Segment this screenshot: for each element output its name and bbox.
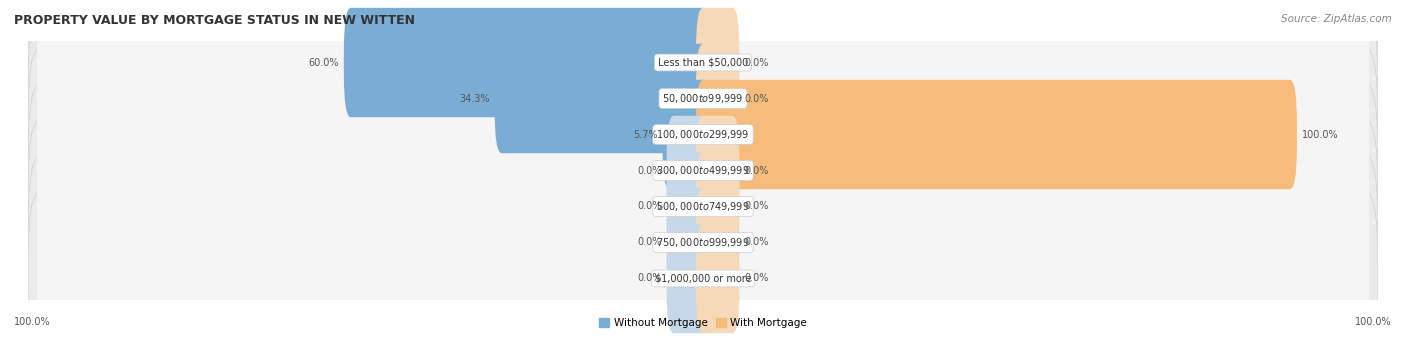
FancyBboxPatch shape: [696, 116, 740, 225]
FancyBboxPatch shape: [28, 120, 1378, 293]
FancyBboxPatch shape: [37, 210, 1369, 341]
Text: 0.0%: 0.0%: [744, 202, 769, 211]
Text: Less than $50,000: Less than $50,000: [658, 58, 748, 68]
FancyBboxPatch shape: [28, 12, 1378, 185]
Text: 100.0%: 100.0%: [1355, 317, 1392, 327]
Text: 0.0%: 0.0%: [637, 237, 662, 248]
FancyBboxPatch shape: [696, 188, 740, 297]
FancyBboxPatch shape: [37, 175, 1369, 311]
Text: $1,000,000 or more: $1,000,000 or more: [655, 273, 751, 283]
Text: 0.0%: 0.0%: [744, 93, 769, 104]
FancyBboxPatch shape: [28, 192, 1378, 341]
Text: 0.0%: 0.0%: [744, 237, 769, 248]
FancyBboxPatch shape: [37, 66, 1369, 203]
FancyBboxPatch shape: [666, 116, 710, 225]
Text: 0.0%: 0.0%: [744, 273, 769, 283]
FancyBboxPatch shape: [37, 30, 1369, 166]
FancyBboxPatch shape: [696, 152, 740, 261]
Text: PROPERTY VALUE BY MORTGAGE STATUS IN NEW WITTEN: PROPERTY VALUE BY MORTGAGE STATUS IN NEW…: [14, 14, 415, 27]
FancyBboxPatch shape: [696, 224, 740, 333]
Text: $50,000 to $99,999: $50,000 to $99,999: [662, 92, 744, 105]
FancyBboxPatch shape: [666, 224, 710, 333]
FancyBboxPatch shape: [37, 138, 1369, 275]
FancyBboxPatch shape: [28, 48, 1378, 221]
Text: 0.0%: 0.0%: [744, 58, 769, 68]
Text: 5.7%: 5.7%: [633, 130, 658, 139]
Text: $300,000 to $499,999: $300,000 to $499,999: [657, 164, 749, 177]
Text: 60.0%: 60.0%: [309, 58, 339, 68]
Text: $500,000 to $749,999: $500,000 to $749,999: [657, 200, 749, 213]
Text: 0.0%: 0.0%: [637, 165, 662, 176]
FancyBboxPatch shape: [37, 103, 1369, 239]
Text: 100.0%: 100.0%: [14, 317, 51, 327]
FancyBboxPatch shape: [696, 8, 740, 117]
FancyBboxPatch shape: [696, 80, 1296, 189]
FancyBboxPatch shape: [666, 152, 710, 261]
FancyBboxPatch shape: [28, 84, 1378, 257]
Text: 0.0%: 0.0%: [637, 202, 662, 211]
Text: 0.0%: 0.0%: [637, 273, 662, 283]
Text: 100.0%: 100.0%: [1302, 130, 1339, 139]
Text: $750,000 to $999,999: $750,000 to $999,999: [657, 236, 749, 249]
FancyBboxPatch shape: [28, 156, 1378, 329]
Text: Source: ZipAtlas.com: Source: ZipAtlas.com: [1281, 14, 1392, 24]
FancyBboxPatch shape: [495, 44, 710, 153]
Legend: Without Mortgage, With Mortgage: Without Mortgage, With Mortgage: [595, 314, 811, 332]
Text: 0.0%: 0.0%: [744, 165, 769, 176]
FancyBboxPatch shape: [344, 8, 710, 117]
FancyBboxPatch shape: [666, 188, 710, 297]
FancyBboxPatch shape: [37, 0, 1369, 131]
Text: $100,000 to $299,999: $100,000 to $299,999: [657, 128, 749, 141]
FancyBboxPatch shape: [28, 0, 1378, 149]
FancyBboxPatch shape: [662, 80, 710, 189]
Text: 34.3%: 34.3%: [460, 93, 489, 104]
FancyBboxPatch shape: [696, 44, 740, 153]
